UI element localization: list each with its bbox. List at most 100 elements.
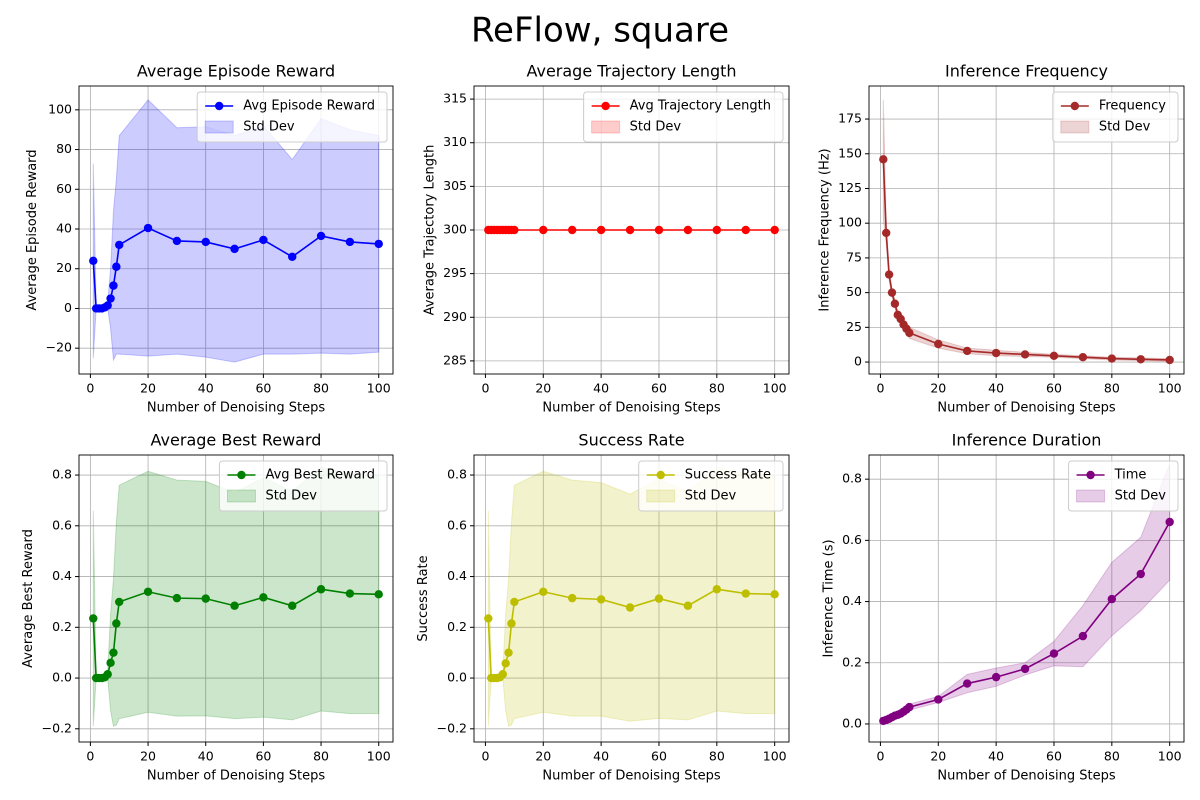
- legend-marker: [601, 101, 610, 111]
- subplot: 0 20 40 60 80 100 −0.2 0.0 0.2 0.4 0.6 0.8 Average B…: [21, 431, 394, 784]
- x-tick-label: 20: [535, 381, 551, 396]
- point: [884, 270, 894, 279]
- point: [109, 648, 118, 657]
- subplot: 0 20 40 60 80 100 285 290 295 300 305 310 315 Average…: [423, 62, 790, 416]
- point: [1078, 352, 1088, 362]
- x-axis-label: Number of Denoising Steps: [542, 769, 720, 784]
- x-tick-label: 40: [988, 749, 1004, 764]
- point: [510, 597, 519, 607]
- y-tick-label: −0.2: [437, 720, 467, 735]
- point: [1136, 355, 1145, 364]
- y-tick-label: 0.2: [447, 619, 467, 634]
- legend-marker: [1086, 470, 1095, 480]
- y-tick-label: 100: [838, 215, 862, 230]
- legend-swatch: [204, 120, 234, 134]
- point: [201, 594, 210, 603]
- x-tick-label: 60: [255, 749, 271, 764]
- point: [106, 658, 115, 668]
- point: [484, 614, 493, 623]
- point: [374, 590, 383, 599]
- point: [112, 262, 121, 271]
- legend-label: Success Rate: [685, 468, 771, 483]
- x-tick-label: 60: [1046, 381, 1062, 396]
- point: [172, 236, 182, 246]
- point: [741, 225, 750, 235]
- point: [230, 244, 239, 254]
- legend-swatch: [1060, 120, 1090, 134]
- legend-label: Std Dev: [243, 120, 295, 135]
- legend-box: [218, 460, 388, 512]
- legend-box: [1068, 460, 1179, 512]
- point: [568, 225, 577, 235]
- axes-title: Average Trajectory Length: [526, 62, 736, 81]
- point: [1165, 517, 1174, 527]
- legend-label: Frequency: [1099, 99, 1166, 114]
- point: [1136, 569, 1145, 579]
- legend-label: Std Dev: [1115, 489, 1167, 504]
- y-tick-label: 20: [56, 260, 72, 275]
- point: [345, 237, 355, 247]
- axes-frame: [868, 454, 1185, 743]
- y-tick-label: 60: [56, 181, 72, 196]
- legend: Frequency Std Dev: [1052, 91, 1179, 143]
- x-tick-label: 100: [367, 381, 391, 396]
- point: [625, 225, 635, 235]
- point: [89, 614, 98, 623]
- point: [1165, 355, 1174, 365]
- y-tick-label: 150: [838, 145, 862, 160]
- point: [89, 256, 98, 265]
- x-tick-label: 80: [313, 749, 329, 764]
- y-tick-label: 40: [56, 221, 72, 236]
- x-tick-label: 0: [876, 749, 884, 764]
- point: [991, 348, 1001, 358]
- point: [596, 595, 606, 604]
- y-axis-label: Inference Frequency (Hz): [818, 148, 833, 311]
- y-tick-label: 0.6: [842, 532, 862, 547]
- x-tick-label: 40: [593, 749, 609, 764]
- point: [1049, 649, 1059, 658]
- point: [230, 601, 239, 610]
- y-tick-label: 0.8: [52, 467, 72, 482]
- y-axis-label: Average Best Reward: [21, 529, 36, 668]
- x-tick-label: 0: [86, 381, 94, 396]
- x-tick-label: 0: [876, 381, 884, 396]
- x-tick-label: 20: [535, 749, 551, 764]
- legend: Avg Trajectory Length Std Dev: [583, 91, 784, 143]
- y-axis-label: Average Episode Reward: [25, 149, 40, 310]
- y-axis-label: Success Rate: [416, 555, 431, 641]
- point: [504, 648, 513, 657]
- point: [143, 223, 153, 233]
- point: [712, 225, 722, 235]
- x-axis-label: Number of Denoising Steps: [147, 769, 325, 784]
- point: [288, 601, 297, 610]
- x-tick-label: 80: [313, 381, 329, 396]
- point: [963, 346, 972, 356]
- legend-label: Std Dev: [630, 120, 682, 135]
- x-tick-label: 80: [709, 749, 725, 764]
- subplot: 0 20 40 60 80 100 0.0 0.2 0.4 0.6 0.8 Inference Dur…: [822, 431, 1185, 784]
- point: [288, 252, 297, 262]
- x-tick-label: 80: [1104, 381, 1120, 396]
- y-tick-label: 125: [838, 180, 862, 195]
- point: [934, 695, 943, 704]
- y-tick-label: 0.0: [52, 670, 72, 685]
- y-tick-label: 75: [846, 249, 862, 264]
- legend-box: [1052, 91, 1179, 143]
- y-tick-label: 315: [443, 91, 467, 106]
- legend: Avg Episode Reward Std Dev: [196, 91, 388, 143]
- x-tick-label: 60: [651, 749, 667, 764]
- axes-frame: [473, 85, 790, 375]
- std-band: [882, 99, 1171, 362]
- x-tick-label: 0: [86, 749, 94, 764]
- legend-swatch: [591, 120, 621, 134]
- point: [115, 240, 124, 250]
- x-tick-label: 60: [1046, 749, 1062, 764]
- x-tick-label: 100: [1158, 749, 1182, 764]
- point: [501, 659, 510, 668]
- x-axis-label: Number of Denoising Steps: [937, 401, 1115, 416]
- subplot: 0 20 40 60 80 100 −0.2 0.0 0.2 0.4 0.6 0.8 Success R…: [416, 431, 790, 784]
- point: [1107, 594, 1117, 604]
- axes-title: Average Episode Reward: [137, 62, 335, 81]
- axes-frame: [78, 454, 394, 743]
